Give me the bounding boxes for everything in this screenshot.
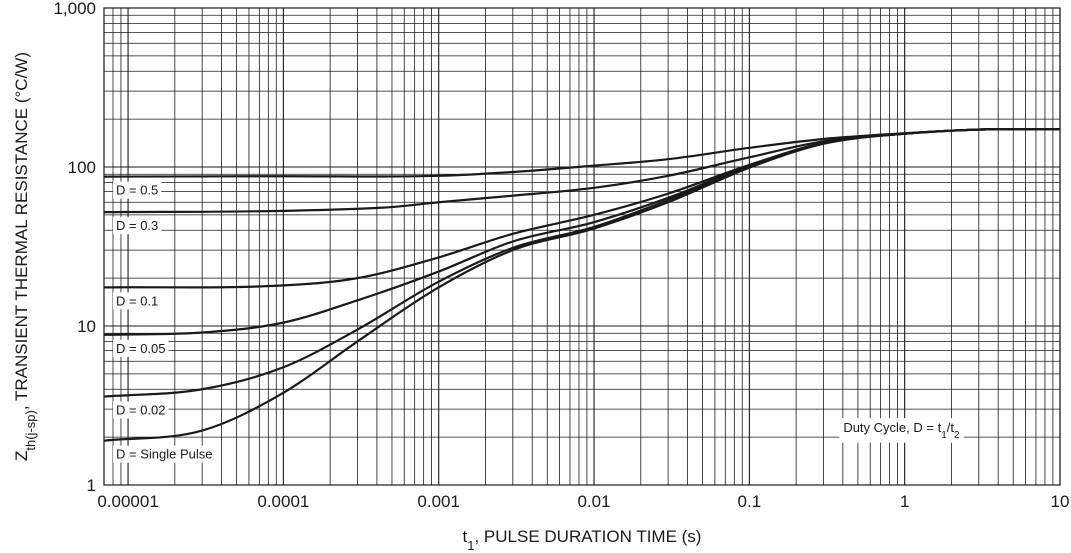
series-line — [103, 127, 1061, 442]
x-tick-label: 0.01 — [577, 492, 610, 511]
duty-mid: /t — [947, 420, 955, 435]
curve-label-background — [113, 401, 169, 419]
duty-sub1: 1 — [941, 430, 947, 441]
curve-labels: D = 0.5 D = 0.3 D = 0.1 D = 0.05 D = 0.02 D =… — [113, 181, 216, 463]
x-axis-label: t1, PULSE DURATION TIME (s) — [463, 527, 702, 553]
x-axis-label-prefix: t — [463, 527, 468, 546]
y-tick-label: 1 — [87, 476, 96, 495]
curve-label: D = 0.05 — [116, 341, 166, 356]
series-line — [103, 127, 1061, 398]
series-lines — [103, 127, 1061, 442]
y-axis-label-sub: th(j-sp) — [23, 410, 38, 450]
y-axis-label-rest: , TRANSIENT THERMAL RESISTANCE (°C/W) — [12, 52, 31, 410]
y-tick-label: 1,000 — [53, 0, 96, 18]
plot-frame — [103, 7, 1061, 486]
y-axis-label-prefix: Z — [12, 451, 31, 461]
y-axis-label: Zth(j-sp), TRANSIENT THERMAL RESISTANCE … — [12, 52, 38, 461]
duty-sub2: 2 — [954, 430, 960, 441]
x-tick-label: 0.0001 — [257, 492, 309, 511]
curve-label: D = 0.1 — [116, 293, 158, 308]
series-line — [103, 128, 1061, 178]
curve-label-background — [113, 181, 162, 199]
curve-label-background — [113, 445, 216, 463]
x-axis-label-sub: 1 — [467, 538, 474, 553]
duty-cycle-annotation: Duty Cycle, D = t1/t2 — [839, 418, 964, 443]
duty-prefix: Duty Cycle, D = t — [843, 420, 941, 435]
y-tick-label: 100 — [68, 158, 96, 177]
x-tick-label: 0.001 — [417, 492, 460, 511]
curve-label-background — [113, 292, 162, 310]
y-tick-labels: 1 10 100 1,000 — [53, 0, 96, 495]
x-tick-label: 0.00001 — [97, 492, 158, 511]
curve-label-background — [113, 217, 162, 235]
curve-label-background — [113, 339, 169, 357]
curve-label: D = 0.5 — [116, 183, 158, 198]
x-tick-label: 10 — [1051, 492, 1070, 511]
y-tick-label: 10 — [77, 317, 96, 336]
duty-cycle-annotation-background — [839, 418, 964, 443]
x-axis-label-rest: , PULSE DURATION TIME (s) — [474, 527, 701, 546]
curve-label: D = 0.02 — [116, 403, 166, 418]
x-tick-labels: 0.00001 0.0001 0.001 0.01 0.1 1 10 — [97, 492, 1069, 511]
grid — [103, 7, 1061, 486]
series-line — [103, 127, 1061, 214]
x-tick-label: 1 — [900, 492, 909, 511]
duty-cycle-annotation-text: Duty Cycle, D = t1/t2 — [843, 420, 960, 441]
series-line — [103, 127, 1061, 289]
curve-label: D = Single Pulse — [116, 447, 212, 462]
curve-label: D = 0.3 — [116, 218, 158, 233]
x-tick-label: 0.1 — [738, 492, 762, 511]
